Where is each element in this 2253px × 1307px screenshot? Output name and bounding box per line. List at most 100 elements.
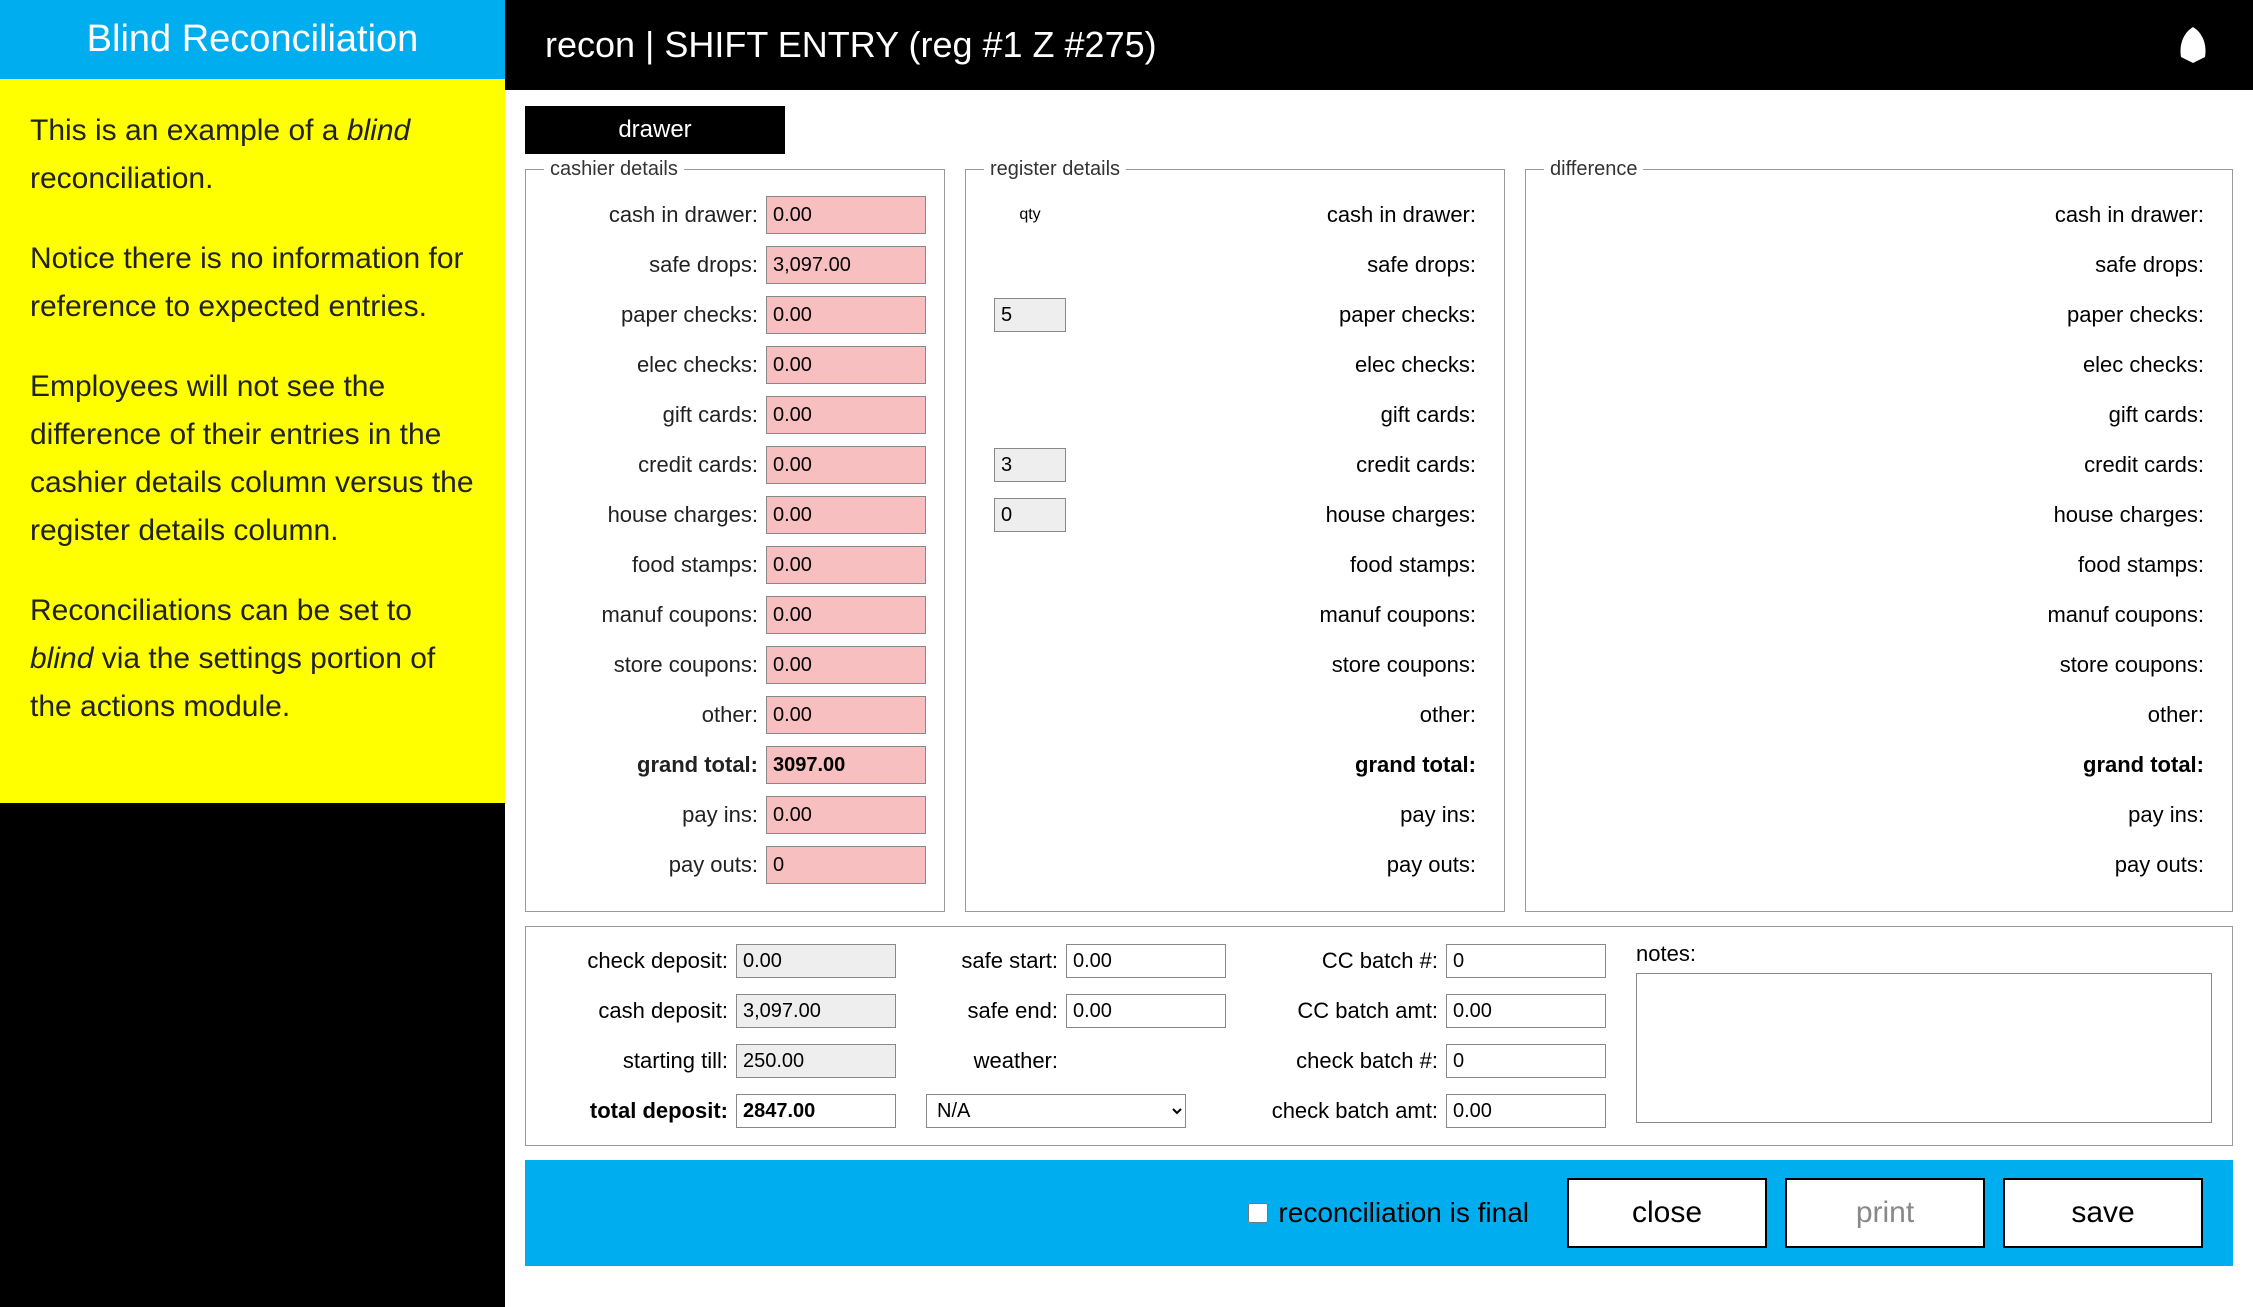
cashier-total-label: grand total:: [544, 752, 766, 778]
weather-select[interactable]: N/A: [926, 1094, 1186, 1128]
cash-deposit-label: cash deposit:: [546, 998, 736, 1024]
cashier-credit-label: credit cards:: [544, 452, 766, 478]
diff-store-label: store coupons:: [1544, 652, 2214, 678]
close-button[interactable]: close: [1567, 1178, 1767, 1248]
diff-total-label: grand total:: [1544, 752, 2214, 778]
sidebar-p1: This is an example of a blind reconcilia…: [30, 107, 475, 203]
diff-manuf-label: manuf coupons:: [1544, 602, 2214, 628]
sidebar-body: This is an example of a blind reconcilia…: [0, 79, 505, 803]
reg-total-label: grand total:: [1074, 752, 1486, 778]
content: drawer cashier details cash in drawer: s…: [505, 90, 2253, 1307]
app-logo-icon: [2173, 25, 2213, 65]
reg-paper-label: paper checks:: [1074, 302, 1486, 328]
sidebar-title: Blind Reconciliation: [0, 0, 505, 79]
reg-gift-label: gift cards:: [1074, 402, 1486, 428]
difference-panel: difference cash in drawer: safe drops: p…: [1525, 158, 2233, 912]
save-button[interactable]: save: [2003, 1178, 2203, 1248]
cashier-store-label: store coupons:: [544, 652, 766, 678]
cashier-house-input[interactable]: [766, 496, 926, 534]
reg-house-label: house charges:: [1074, 502, 1486, 528]
total-deposit-input[interactable]: [736, 1094, 896, 1128]
cashier-gift-label: gift cards:: [544, 402, 766, 428]
cashier-elec-input[interactable]: [766, 346, 926, 384]
cashier-food-label: food stamps:: [544, 552, 766, 578]
check-batch-amt-input[interactable]: [1446, 1094, 1606, 1128]
safe-start-input[interactable]: [1066, 944, 1226, 978]
cashier-payouts-label: pay outs:: [544, 852, 766, 878]
diff-payins-label: pay ins:: [1544, 802, 2214, 828]
cashier-legend: cashier details: [544, 158, 684, 181]
cashier-gift-input[interactable]: [766, 396, 926, 434]
diff-gift-label: gift cards:: [1544, 402, 2214, 428]
cashier-cash-input[interactable]: [766, 196, 926, 234]
difference-legend: difference: [1544, 158, 1643, 181]
app-root: Blind Reconciliation This is an example …: [0, 0, 2253, 1307]
cashier-store-input[interactable]: [766, 646, 926, 684]
cc-batch-num-input[interactable]: [1446, 944, 1606, 978]
diff-elec-label: elec checks:: [1544, 352, 2214, 378]
cashier-other-input[interactable]: [766, 696, 926, 734]
safe-start-label: safe start:: [926, 948, 1066, 974]
cashier-paper-label: paper checks:: [544, 302, 766, 328]
check-batch-num-input[interactable]: [1446, 1044, 1606, 1078]
safe-end-label: safe end:: [926, 998, 1066, 1024]
diff-other-label: other:: [1544, 702, 2214, 728]
cashier-house-label: house charges:: [544, 502, 766, 528]
final-checkbox-label[interactable]: reconciliation is final: [1248, 1197, 1529, 1229]
cashier-credit-input[interactable]: [766, 446, 926, 484]
check-deposit-label: check deposit:: [546, 948, 736, 974]
cc-batch-amt-label: CC batch amt:: [1256, 998, 1446, 1024]
cashier-food-input[interactable]: [766, 546, 926, 584]
tab-drawer[interactable]: drawer: [525, 106, 785, 154]
reg-paper-qty[interactable]: [994, 298, 1066, 332]
reg-house-qty[interactable]: [994, 498, 1066, 532]
cashier-payins-input[interactable]: [766, 796, 926, 834]
reg-credit-label: credit cards:: [1074, 452, 1486, 478]
notes-textarea[interactable]: [1636, 973, 2212, 1123]
reg-manuf-label: manuf coupons:: [1074, 602, 1486, 628]
sidebar: Blind Reconciliation This is an example …: [0, 0, 505, 1307]
check-batch-amt-label: check batch amt:: [1256, 1098, 1446, 1124]
bottom-panel: check deposit: cash deposit: starting ti…: [525, 926, 2233, 1146]
check-batch-num-label: check batch #:: [1256, 1048, 1446, 1074]
diff-house-label: house charges:: [1544, 502, 2214, 528]
reg-cash-label: cash in drawer:: [1074, 202, 1486, 228]
safe-end-input[interactable]: [1066, 994, 1226, 1028]
diff-cash-label: cash in drawer:: [1544, 202, 2214, 228]
diff-paper-label: paper checks:: [1544, 302, 2214, 328]
reg-food-label: food stamps:: [1074, 552, 1486, 578]
final-checkbox[interactable]: [1248, 1203, 1268, 1223]
reg-payouts-label: pay outs:: [1074, 852, 1486, 878]
print-button[interactable]: print: [1785, 1178, 1985, 1248]
cashier-other-label: other:: [544, 702, 766, 728]
cashier-payouts-input[interactable]: [766, 846, 926, 884]
cashier-paper-input[interactable]: [766, 296, 926, 334]
cashier-total-input[interactable]: [766, 746, 926, 784]
weather-label: weather:: [926, 1048, 1066, 1074]
reg-store-label: store coupons:: [1074, 652, 1486, 678]
main: recon | SHIFT ENTRY (reg #1 Z #275) draw…: [505, 0, 2253, 1307]
cash-deposit-input[interactable]: [736, 994, 896, 1028]
register-details-panel: register details qtycash in drawer: safe…: [965, 158, 1505, 912]
notes-label: notes:: [1636, 941, 2212, 967]
reg-elec-label: elec checks:: [1074, 352, 1486, 378]
page-title: recon | SHIFT ENTRY (reg #1 Z #275): [545, 24, 1157, 66]
reg-credit-qty[interactable]: [994, 448, 1066, 482]
reg-payins-label: pay ins:: [1074, 802, 1486, 828]
cashier-safe-label: safe drops:: [544, 252, 766, 278]
reg-other-label: other:: [1074, 702, 1486, 728]
cashier-manuf-input[interactable]: [766, 596, 926, 634]
diff-safe-label: safe drops:: [1544, 252, 2214, 278]
cashier-safe-input[interactable]: [766, 246, 926, 284]
cashier-cash-label: cash in drawer:: [544, 202, 766, 228]
diff-credit-label: credit cards:: [1544, 452, 2214, 478]
check-deposit-input[interactable]: [736, 944, 896, 978]
sidebar-p4: Reconciliations can be set to blind via …: [30, 587, 475, 731]
cc-batch-amt-input[interactable]: [1446, 994, 1606, 1028]
cashier-details-panel: cashier details cash in drawer: safe dro…: [525, 158, 945, 912]
sidebar-p3: Employees will not see the difference of…: [30, 363, 475, 555]
reg-safe-label: safe drops:: [1074, 252, 1486, 278]
starting-till-input[interactable]: [736, 1044, 896, 1078]
header: recon | SHIFT ENTRY (reg #1 Z #275): [505, 0, 2253, 90]
diff-food-label: food stamps:: [1544, 552, 2214, 578]
